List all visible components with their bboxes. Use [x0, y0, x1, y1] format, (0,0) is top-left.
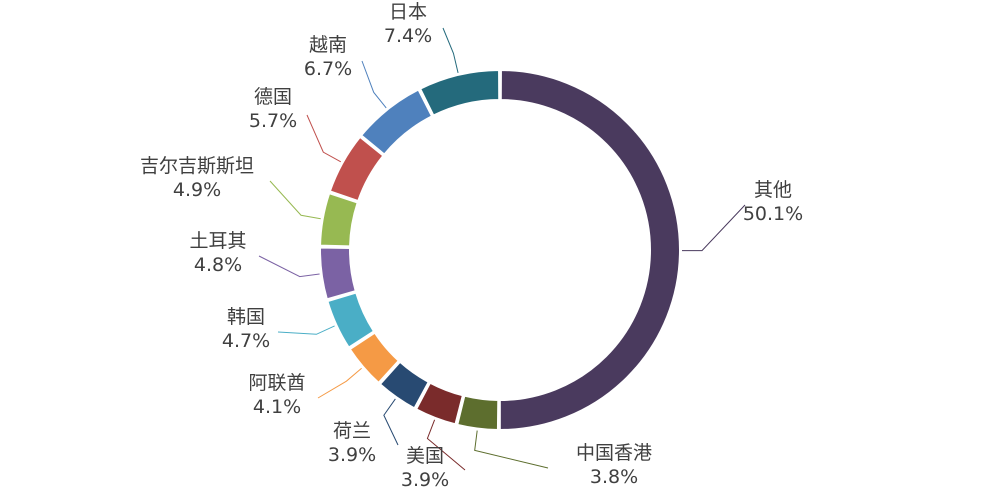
leader-line-10 — [361, 60, 387, 109]
slice-value-label: 6.7% — [304, 58, 352, 80]
slice-8 — [319, 191, 359, 248]
slice-name-label: 荷兰 — [333, 420, 371, 442]
leader-line-11 — [442, 27, 459, 74]
slice-9 — [328, 135, 385, 203]
slice-name-label: 中国香港 — [576, 442, 652, 464]
slice-name-label: 韩国 — [227, 306, 265, 328]
slice-value-label: 4.1% — [253, 396, 301, 418]
slice-value-label: 50.1% — [743, 203, 803, 225]
leader-line-4 — [383, 398, 399, 446]
slice-value-label: 3.9% — [401, 469, 449, 491]
slice-value-label: 3.8% — [590, 466, 638, 488]
leader-line-7 — [258, 255, 320, 278]
slice-5 — [348, 331, 401, 385]
leader-line-9 — [306, 114, 342, 163]
slice-name-label: 土耳其 — [189, 230, 246, 252]
slice-value-label: 4.7% — [222, 330, 270, 352]
slice-name-label: 其他 — [754, 179, 792, 201]
slice-name-label: 吉尔吉斯斯坦 — [140, 155, 254, 177]
leader-line-1 — [681, 204, 746, 252]
leader-line-3 — [426, 419, 466, 471]
leader-line-6 — [277, 325, 335, 335]
slice-11 — [418, 68, 501, 117]
leader-line-2 — [474, 430, 549, 469]
slice-value-label: 7.4% — [384, 25, 432, 47]
slice-4 — [378, 360, 431, 410]
slice-name-label: 日本 — [389, 1, 427, 23]
slice-1 — [498, 68, 681, 432]
slice-6 — [326, 291, 376, 349]
slice-2 — [456, 394, 500, 431]
slice-7 — [319, 246, 357, 301]
slice-value-label: 4.8% — [194, 254, 242, 276]
slice-value-label: 3.9% — [328, 444, 376, 466]
slice-name-label: 德国 — [254, 86, 292, 108]
slice-name-label: 阿联酋 — [248, 372, 305, 394]
leader-line-8 — [269, 180, 321, 220]
leader-line-5 — [317, 367, 362, 399]
slice-name-label: 越南 — [309, 34, 347, 56]
slice-10 — [359, 88, 434, 156]
slice-value-label: 4.9% — [173, 179, 221, 201]
slice-value-label: 5.7% — [249, 110, 297, 132]
slice-3 — [414, 381, 465, 426]
slice-name-label: 美国 — [406, 445, 444, 467]
